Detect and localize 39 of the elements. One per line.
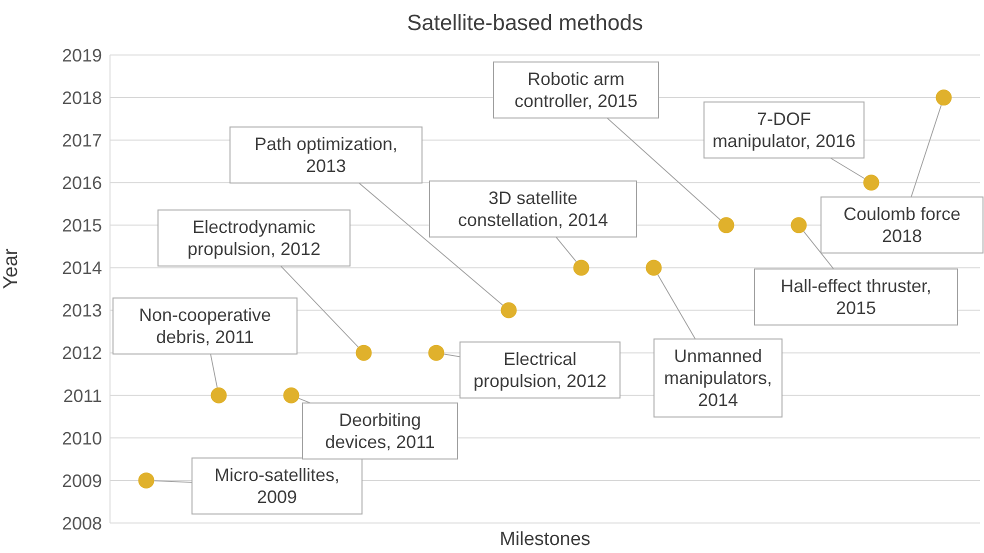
y-tick-label: 2018 (62, 88, 102, 108)
point (863, 174, 880, 191)
y-axis-title: Year (0, 248, 22, 289)
point (573, 260, 590, 276)
point (138, 472, 154, 488)
annotation: Unmanned manipulators, 2014 (664, 346, 772, 410)
point (500, 302, 517, 318)
annotation: Electrodynamic propulsion, 2012 (187, 217, 321, 259)
annotation: 3D satellite constellation, 2014 (458, 188, 608, 230)
annotation: Path optimization, 2013 (254, 134, 398, 176)
annotation: Hall-effect thruster, 2015 (780, 276, 932, 318)
y-tick-label: 2019 (62, 45, 102, 66)
y-tick-label: 2016 (62, 173, 102, 194)
point (283, 387, 300, 404)
point (790, 217, 807, 234)
annotation: Coulomb force 2018 (843, 204, 961, 246)
annotation: 7-DOF manipulator, 2016 (712, 109, 856, 151)
y-tick-label: 2014 (62, 258, 102, 278)
y-tick-label: 2015 (62, 216, 102, 236)
annotation: Non-cooperative debris, 2011 (138, 305, 272, 347)
point (356, 344, 372, 361)
y-tick-label: 2012 (62, 343, 102, 364)
annotation: Deorbiting devices, 2011 (325, 410, 435, 452)
y-tick-label: 2011 (63, 386, 102, 406)
y-tick-label: 2009 (62, 470, 102, 491)
point (210, 387, 227, 404)
y-tick-label: 2013 (62, 300, 102, 321)
point (428, 344, 444, 361)
annotation: Micro-satellites, 2009 (214, 465, 340, 507)
point (646, 260, 662, 276)
annotation: Electrical propulsion, 2012 (473, 349, 607, 391)
y-tick-label: 2017 (62, 130, 102, 150)
y-tick-label: 2008 (62, 513, 102, 534)
chart-title: Satellite-based methods (406, 10, 644, 35)
point (718, 217, 734, 234)
annotation: Robotic arm controller, 2015 (514, 69, 638, 111)
y-tick-label: 2010 (62, 428, 102, 448)
x-axis-title: Milestones (500, 529, 590, 550)
point (936, 90, 952, 106)
